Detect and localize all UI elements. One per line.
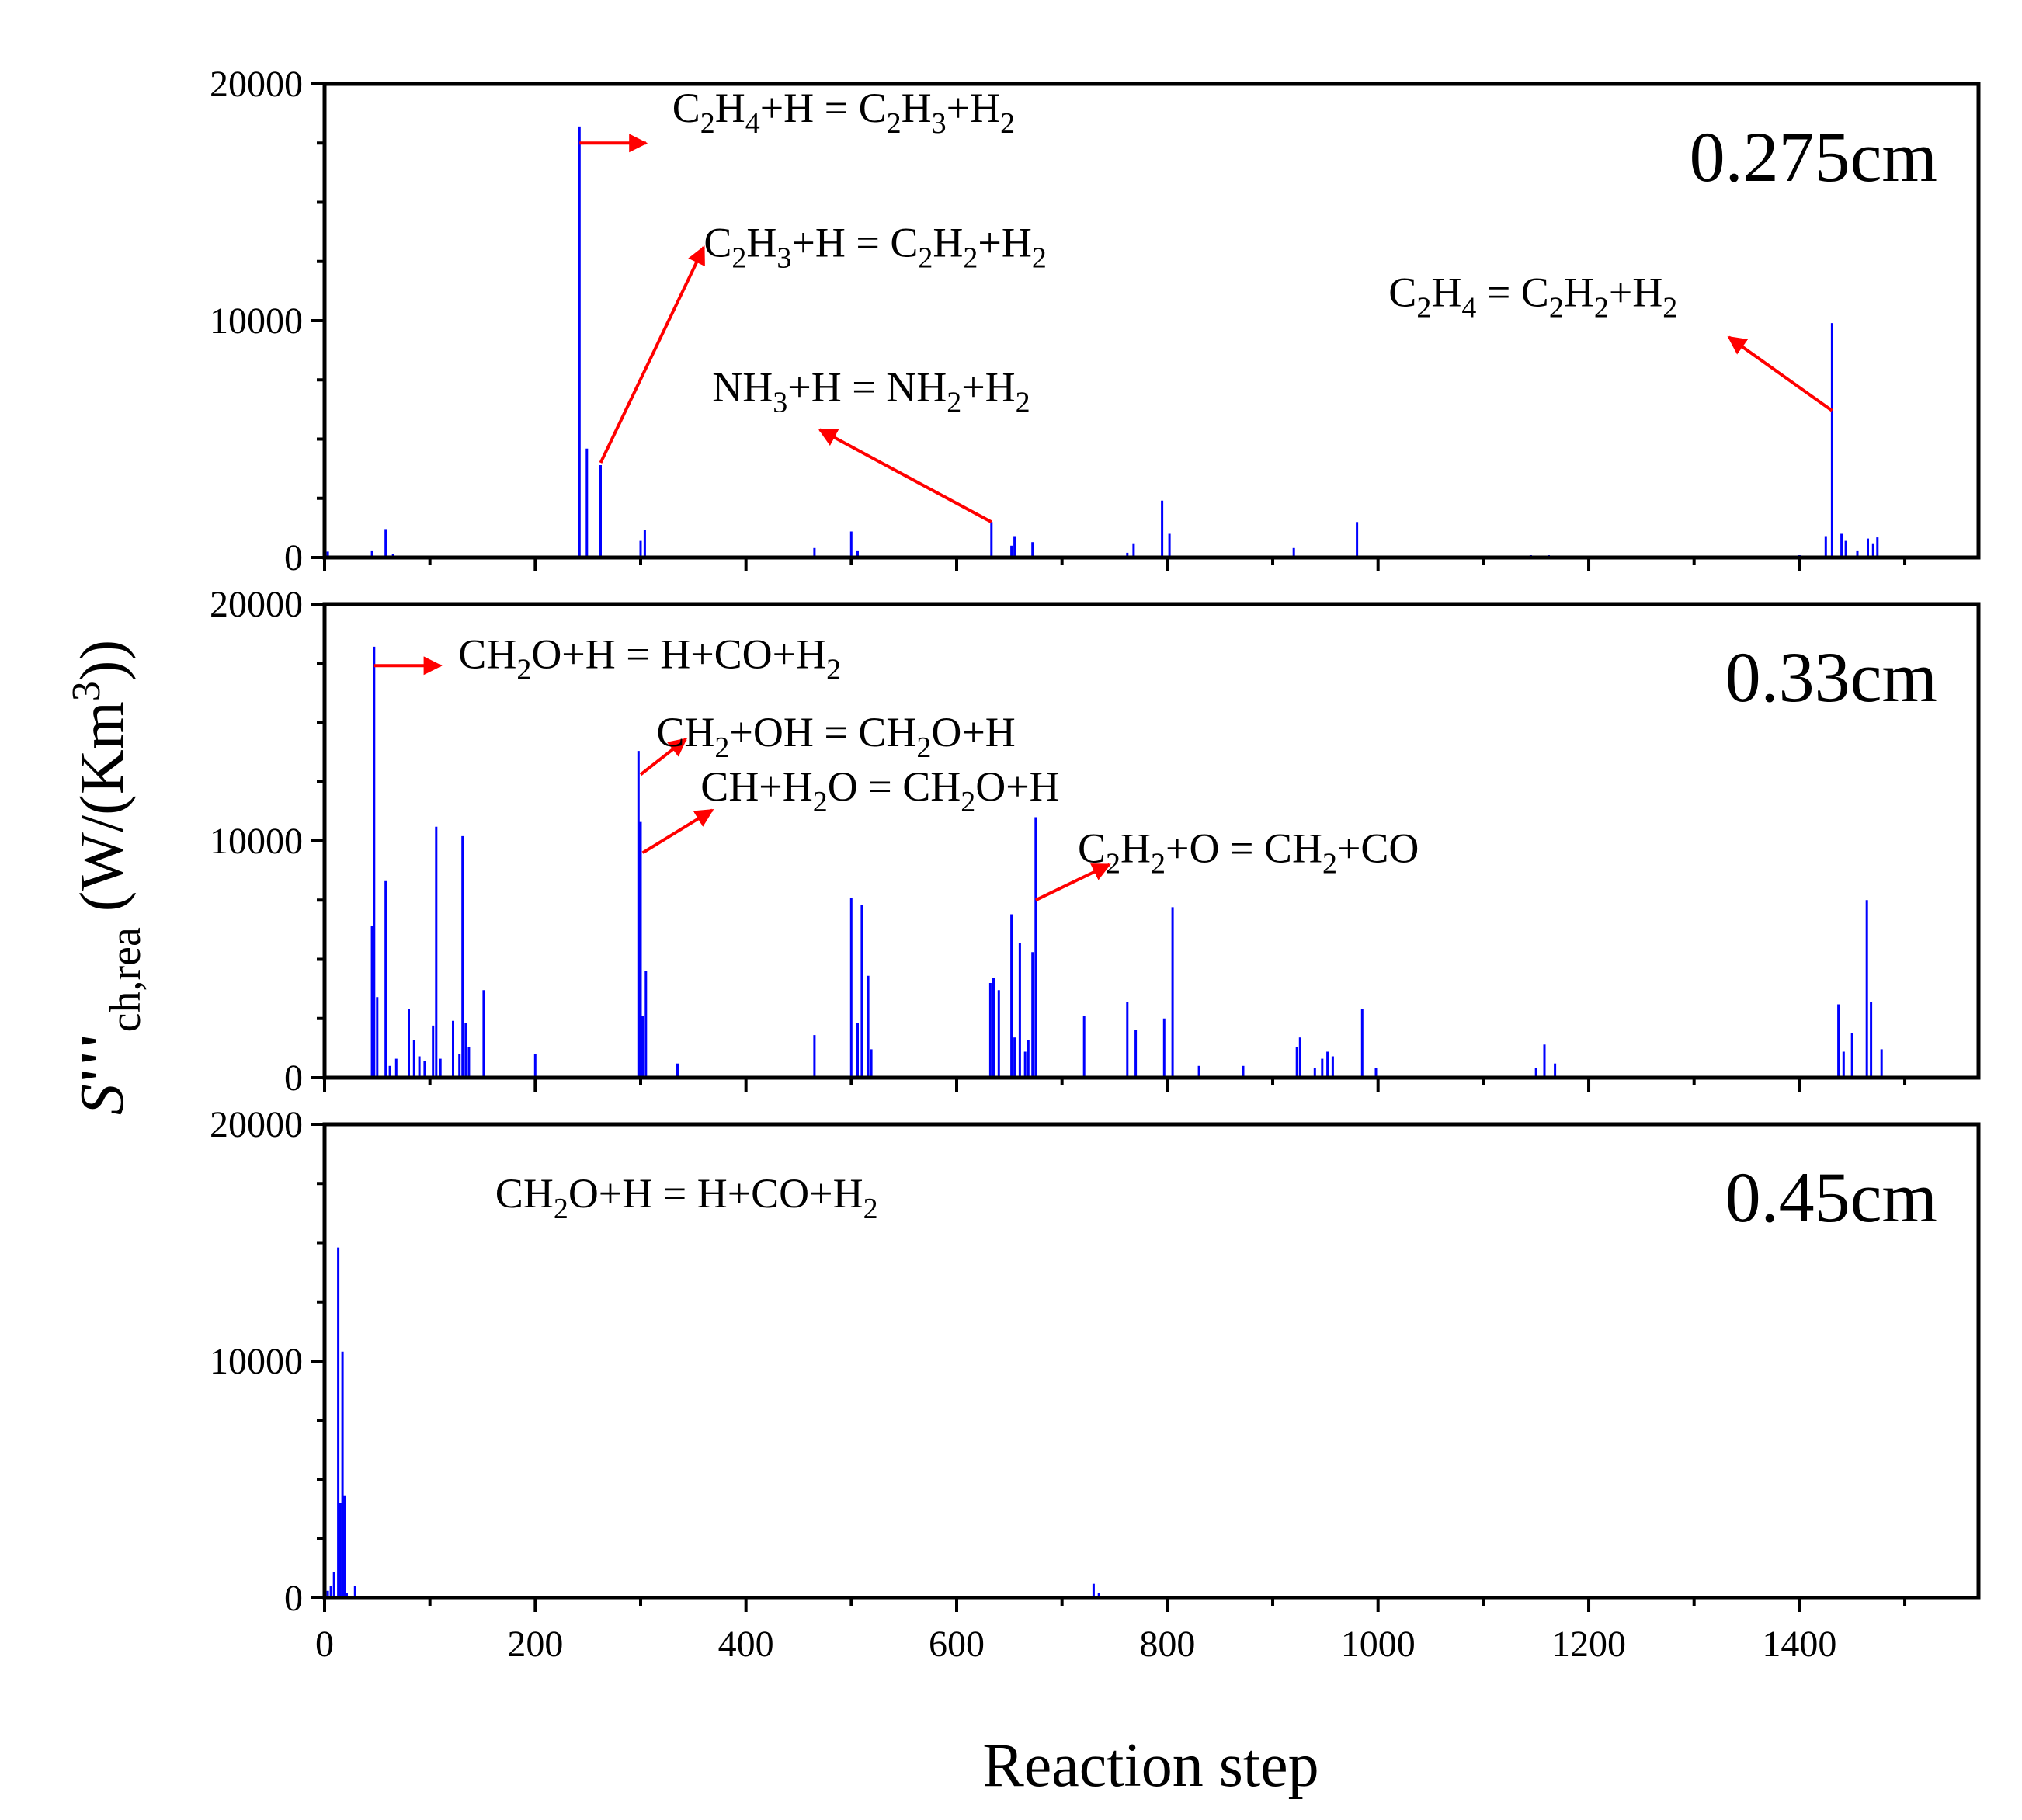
reaction-annotation: C2H4+H = C2H3+H2 xyxy=(672,85,1015,140)
annotation-arrow xyxy=(639,738,688,776)
x-tick-label: 1200 xyxy=(1551,1624,1626,1665)
y-axis-title-unit-superscript: 3 xyxy=(64,681,109,701)
y-tick-label: 20000 xyxy=(210,64,303,105)
x-axis-title: Reaction step xyxy=(982,1731,1318,1800)
annotation-arrow xyxy=(1034,863,1111,902)
panel-label: 0.275cm xyxy=(1690,117,1937,196)
reaction-annotation: NH3+H = NH2+H2 xyxy=(712,364,1030,419)
x-tick-label: 400 xyxy=(718,1624,774,1665)
reaction-annotation: CH2+OH = CH2O+H xyxy=(656,709,1015,764)
y-axis-title-prime: ''' xyxy=(68,1032,137,1084)
y-tick-label: 10000 xyxy=(210,300,303,342)
y-tick-label: 10000 xyxy=(210,1341,303,1382)
x-tick-label: 600 xyxy=(929,1624,985,1665)
y-axis-title-unit-close: )) xyxy=(68,640,137,681)
annotation-arrow xyxy=(1727,335,1833,412)
y-tick-label: 10000 xyxy=(210,821,303,862)
annotation-arrow xyxy=(818,428,992,524)
y-tick-label: 0 xyxy=(284,537,303,578)
annotation-arrow xyxy=(599,245,706,464)
x-tick-label: 200 xyxy=(507,1624,563,1665)
annotation-arrow xyxy=(641,808,714,855)
panel-label: 0.33cm xyxy=(1725,637,1937,717)
reaction-annotation: C2H3+H = C2H2+H2 xyxy=(704,220,1046,275)
y-axis-title-subscript: ch,rea xyxy=(102,927,150,1032)
y-axis-title-unit: (W/(Km xyxy=(68,701,137,927)
reaction-annotation: CH2O+H = H+CO+H2 xyxy=(458,630,841,686)
x-tick-label: 1400 xyxy=(1762,1624,1836,1665)
reaction-annotation: C2H4 = C2H2+H2 xyxy=(1388,269,1677,325)
y-axis-title-symbol: S xyxy=(68,1084,137,1115)
x-tick-label: 0 xyxy=(315,1624,334,1665)
panel-label: 0.45cm xyxy=(1725,1158,1937,1237)
x-tick-label: 800 xyxy=(1139,1624,1195,1665)
reaction-annotation: CH+H2O = CH2O+H xyxy=(700,763,1059,818)
panel-3: 0 10000 20000 0.45cm CH2O+H = H+CO+H2 xyxy=(210,1104,1981,1619)
y-tick-label: 0 xyxy=(284,1578,303,1619)
panel-1: 0 10000 20000 0.275cm C2H4+H = C2H3+H2 C2H3+H… xyxy=(210,64,1981,578)
reaction-annotation: C2H2+O = CH2+CO xyxy=(1078,825,1419,880)
panel-2: 0 10000 20000 0.33cm CH2O+H = H+CO+H2 CH2+OH … xyxy=(210,584,1981,1099)
y-tick-label: 20000 xyxy=(210,1104,303,1145)
reaction-annotation: CH2O+H = H+CO+H2 xyxy=(495,1170,878,1225)
y-tick-label: 20000 xyxy=(210,584,303,625)
y-tick-label: 0 xyxy=(284,1058,303,1099)
y-axis-title: S'''ch,rea (W/(Km3)) xyxy=(64,640,150,1115)
x-tick-label: 1000 xyxy=(1341,1624,1416,1665)
